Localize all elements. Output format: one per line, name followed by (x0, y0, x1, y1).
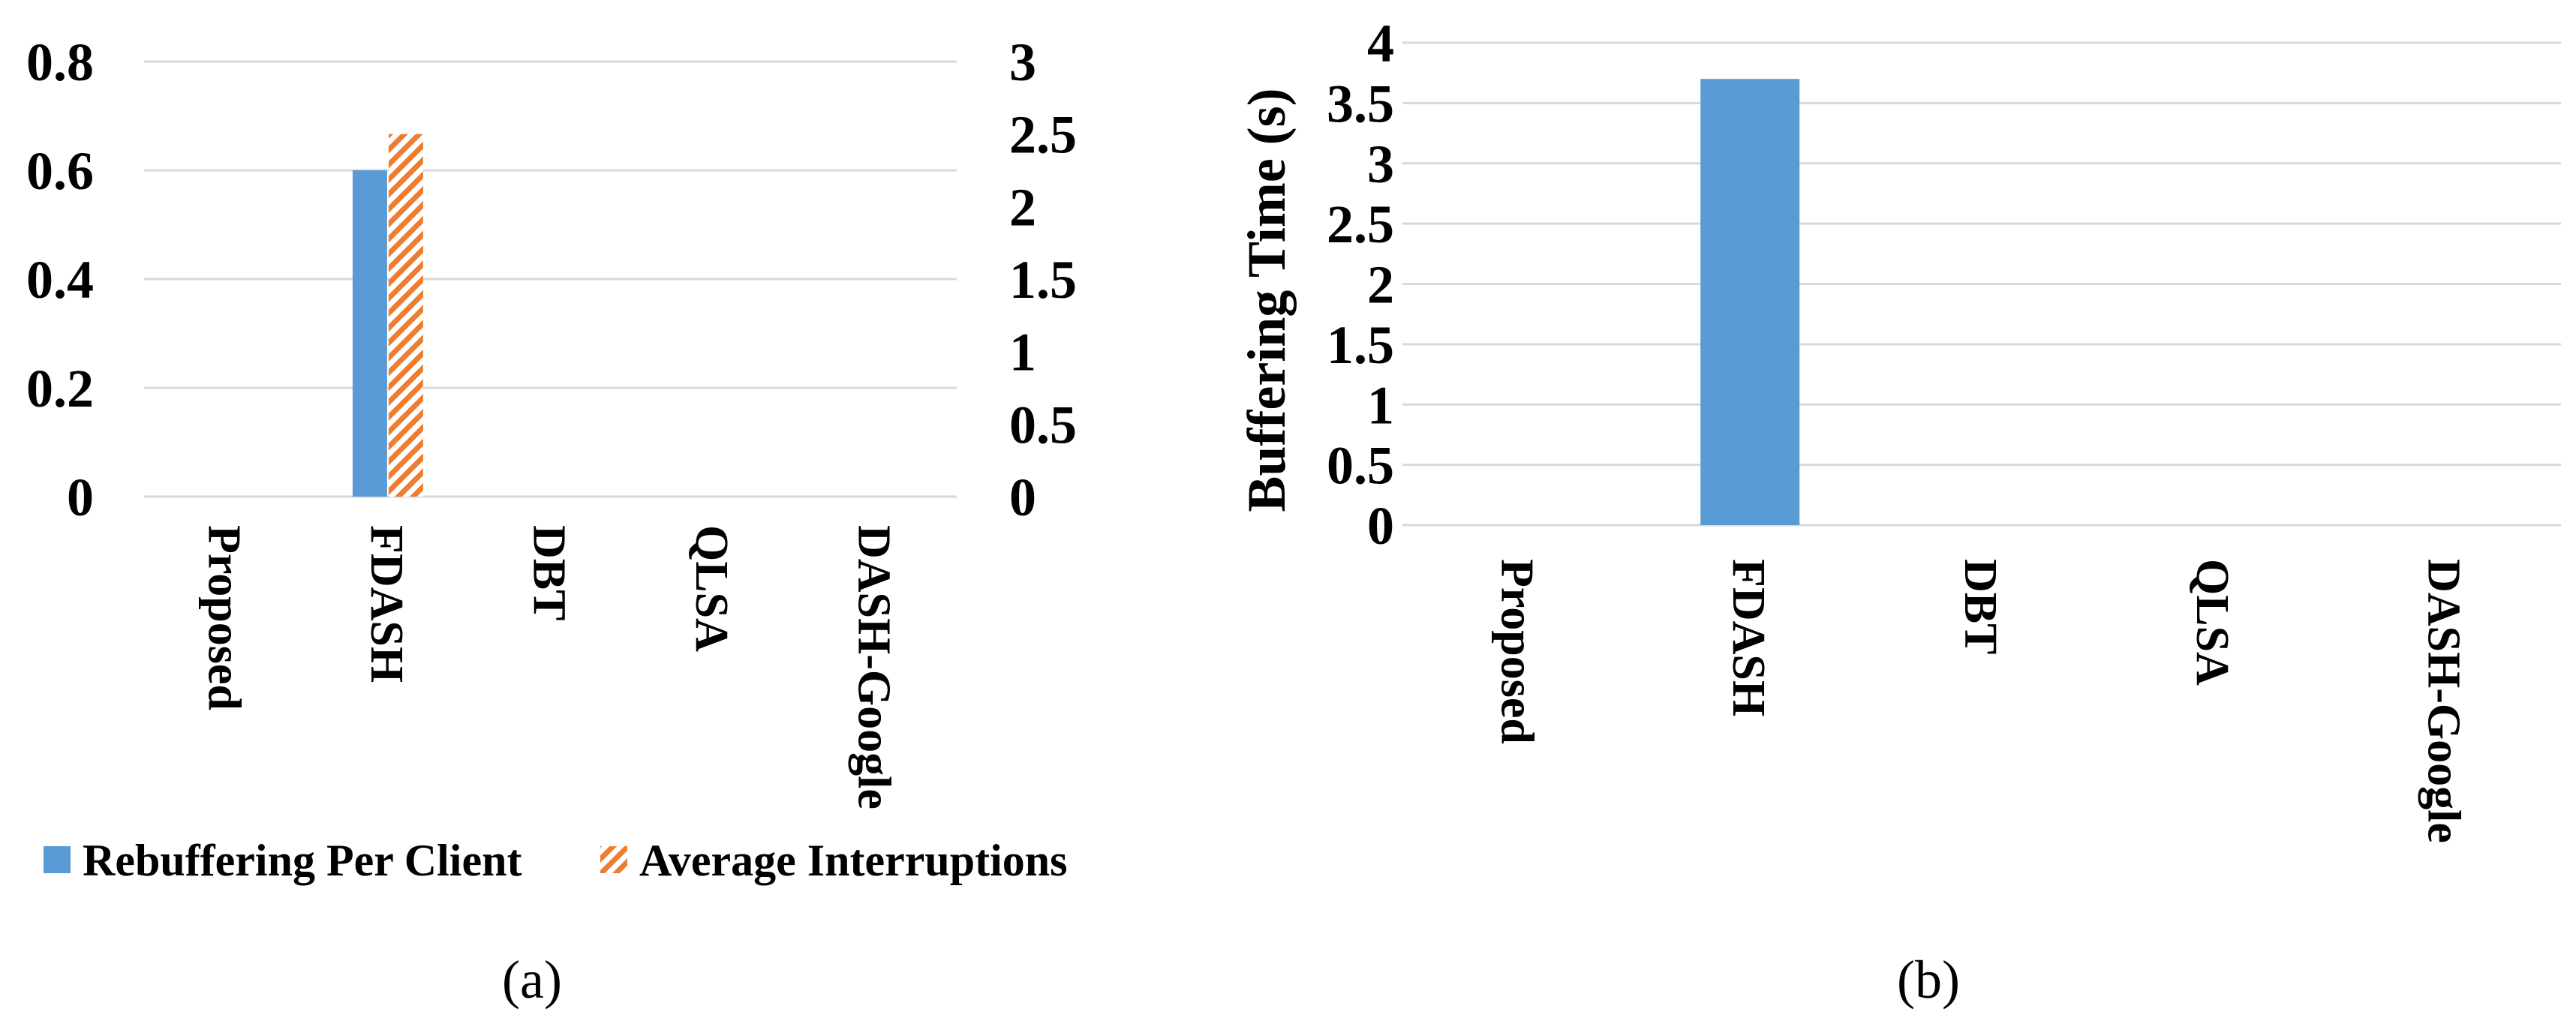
chart-b-tick-label: 4 (1367, 14, 1394, 74)
panel-label-b: (b) (1897, 950, 1960, 1010)
chart-b-tick-label: 1 (1367, 375, 1394, 435)
chart-a-left-tick-label: 0.4 (26, 250, 94, 310)
chart-b: 00.511.522.533.54 Proposed FDASH DBT QLSA DA… (1237, 14, 2561, 843)
chart-a-left-tick-label: 0.8 (26, 32, 94, 92)
chart-a-right-tick-label: 0.5 (1009, 395, 1077, 455)
chart-b-tick-label: 0 (1367, 496, 1394, 556)
chart-a-right-tick-label: 1 (1009, 323, 1036, 383)
chart-b-category-label: FDASH (1723, 559, 1774, 716)
chart-a-right-tick-labels: 0 0.5 1 1.5 2 2.5 3 (1009, 32, 1077, 527)
chart-a-gridlines (144, 60, 957, 498)
chart-b-gridlines (1402, 41, 2561, 527)
chart-b-tick-label: 3.5 (1327, 74, 1394, 134)
chart-a-category-label: Proposed (198, 525, 249, 710)
chart-b-category-label: DASH-Google (2418, 559, 2469, 843)
chart-b-category-label: QLSA (2187, 559, 2238, 686)
chart-a-category-label: DASH-Google (849, 525, 900, 809)
chart-b-y-axis-label: Buffering Time (s) (1237, 88, 1297, 512)
chart-b-tick-label: 3 (1367, 134, 1394, 194)
chart-a-bars (352, 134, 423, 497)
chart-a-category-label: FDASH (361, 525, 412, 683)
chart-a-right-tick-label: 2.5 (1009, 105, 1077, 165)
legend-label-average-interruptions: Average Interruptions (639, 836, 1067, 885)
panel-label-a: (a) (502, 950, 562, 1010)
legend-swatch-rebuffering-per-client (44, 846, 71, 873)
chart-a-left-tick-label: 0.6 (26, 141, 94, 201)
chart-b-bar-fdash (1700, 79, 1800, 526)
chart-a: 0 0.2 0.4 0.6 0.8 0 0.5 1 1.5 2 2.5 3 Proposed FDAS… (26, 32, 1077, 885)
chart-b-category-label: DBT (1955, 559, 2006, 654)
chart-a-right-tick-label: 1.5 (1009, 250, 1077, 310)
chart-a-category-label: QLSA (686, 525, 737, 652)
chart-a-left-tick-label: 0 (67, 467, 94, 527)
chart-a-left-tick-labels: 0 0.2 0.4 0.6 0.8 (26, 32, 94, 527)
chart-b-tick-label: 2 (1367, 255, 1394, 315)
chart-a-category-label: DBT (524, 525, 575, 620)
chart-a-right-tick-label: 0 (1009, 467, 1036, 527)
legend-label-rebuffering-per-client: Rebuffering Per Client (83, 836, 522, 885)
chart-a-right-tick-label: 2 (1009, 177, 1036, 237)
chart-b-tick-labels: 00.511.522.533.54 (1327, 14, 1394, 556)
legend-swatch-average-interruptions (600, 846, 627, 873)
chart-b-tick-label: 2.5 (1327, 194, 1394, 254)
chart-a-right-tick-label: 3 (1009, 32, 1036, 92)
chart-b-category-label: Proposed (1491, 559, 1542, 744)
chart-a-legend: Rebuffering Per Client Average Interrupti… (44, 836, 1067, 885)
chart-a-left-tick-label: 0.2 (26, 359, 94, 419)
chart-a-bar-average-interruptions-fdash (388, 134, 423, 497)
chart-a-category-labels: Proposed FDASH DBT QLSA DASH-Google (198, 525, 899, 809)
chart-b-category-labels: Proposed FDASH DBT QLSA DASH-Google (1491, 559, 2469, 843)
chart-b-tick-label: 0.5 (1327, 436, 1394, 496)
chart-b-tick-label: 1.5 (1327, 315, 1394, 375)
chart-a-bar-rebuffering-per-client-fdash (352, 170, 387, 497)
chart-b-bars (1700, 79, 1800, 526)
